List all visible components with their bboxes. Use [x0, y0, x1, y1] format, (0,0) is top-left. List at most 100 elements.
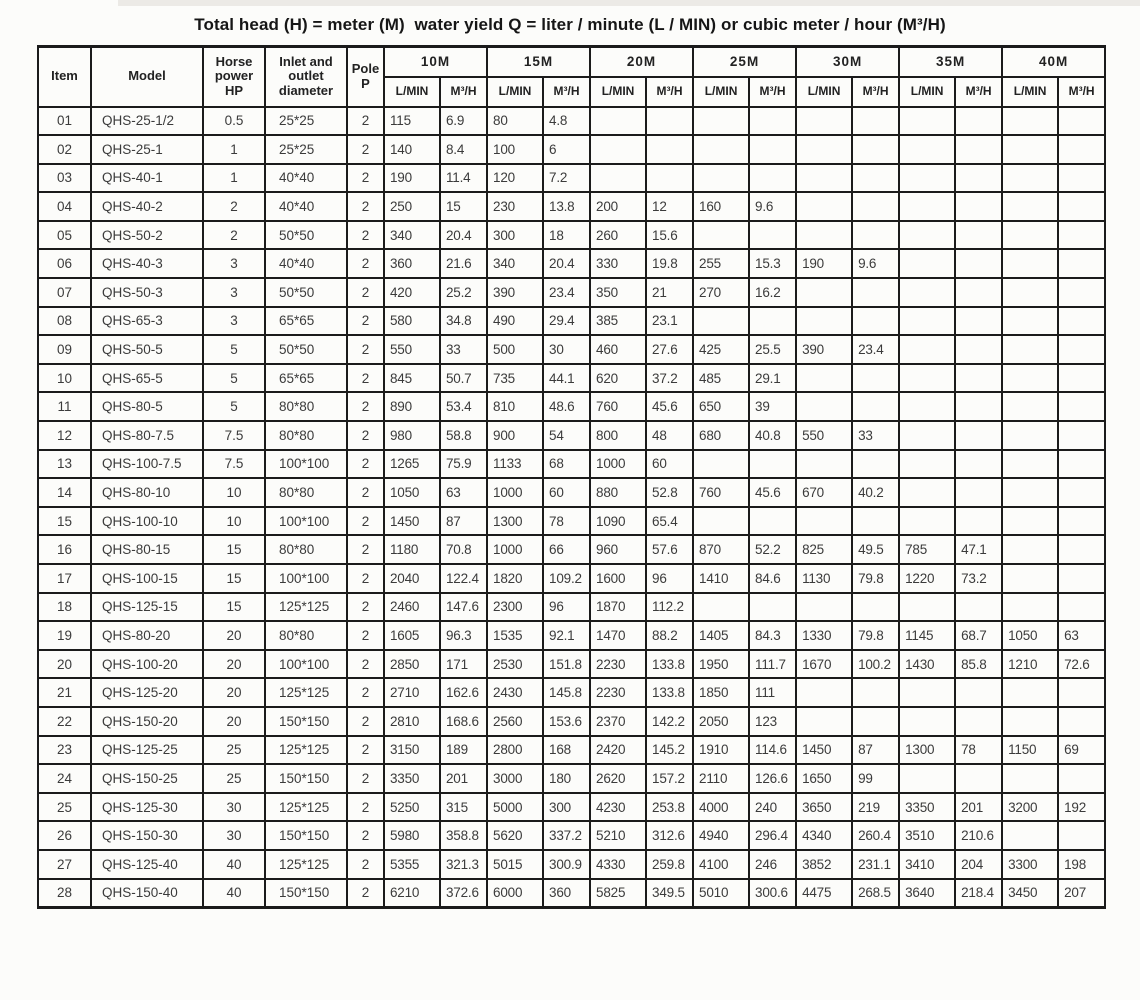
- cell-lmin-35m: 785: [898, 534, 957, 565]
- cell-m3h-35m: [954, 391, 1004, 423]
- cell-lmin-15m: 340: [486, 248, 545, 280]
- unit-header-lmin: L/MIN: [589, 75, 648, 108]
- cell-m3h-10m: 33: [438, 334, 489, 365]
- cell-m3h-25m: 9.6: [748, 191, 798, 222]
- table-row: 13 QHS-100-7.5 7.5 100*100 2 1265 75.9 1…: [37, 448, 1107, 480]
- cell-m3h-25m: 84.6: [748, 563, 798, 594]
- cell-lmin-30m: 825: [795, 534, 854, 565]
- cell-m3h-35m: 85.8: [954, 648, 1004, 680]
- cell-m3h-10m: 34.8: [438, 305, 489, 337]
- col-header-head-25m: 25M: [692, 45, 798, 78]
- cell-m3h-20m: 133.8: [645, 677, 695, 708]
- cell-lmin-15m: 735: [486, 362, 545, 394]
- cell-lmin-10m: 980: [383, 420, 441, 451]
- cell-item: 16: [37, 534, 92, 565]
- cell-diameter: 25*25: [264, 134, 348, 165]
- cell-lmin-35m: [898, 191, 957, 222]
- cell-lmin-15m: 1133: [486, 448, 545, 480]
- cell-model: QHS-65-5: [90, 362, 204, 394]
- cell-m3h-25m: [748, 134, 798, 165]
- cell-lmin-30m: 4475: [795, 877, 854, 909]
- cell-m3h-25m: [748, 162, 798, 194]
- cell-lmin-30m: [795, 219, 854, 251]
- cell-lmin-35m: 1300: [898, 734, 957, 766]
- cell-lmin-35m: [898, 677, 957, 708]
- cell-lmin-35m: [898, 705, 957, 737]
- cell-lmin-25m: 1410: [692, 563, 751, 594]
- cell-m3h-20m: 253.8: [645, 791, 695, 823]
- cell-lmin-30m: 3852: [795, 848, 854, 880]
- cell-lmin-25m: [692, 105, 751, 137]
- cell-m3h-15m: 96: [542, 591, 592, 623]
- cell-lmin-20m: 4330: [589, 848, 648, 880]
- pump-spec-table: Item Model Horse power HP Inlet and outl…: [37, 45, 1107, 909]
- cell-pole: 2: [346, 219, 385, 251]
- cell-lmin-20m: 350: [589, 277, 648, 308]
- cell-item: 14: [37, 477, 92, 508]
- cell-m3h-30m: [851, 162, 901, 194]
- cell-model: QHS-40-2: [90, 191, 204, 222]
- cell-lmin-10m: 550: [383, 334, 441, 365]
- col-header-head-20m: 20M: [589, 45, 695, 78]
- cell-lmin-20m: 880: [589, 477, 648, 508]
- cell-pole: 2: [346, 648, 385, 680]
- cell-lmin-25m: 1910: [692, 734, 751, 766]
- cell-horsepower: 7.5: [202, 420, 266, 451]
- cell-diameter: 65*65: [264, 362, 348, 394]
- cell-lmin-25m: 2110: [692, 763, 751, 794]
- cell-m3h-10m: 70.8: [438, 534, 489, 565]
- cell-item: 07: [37, 277, 92, 308]
- cell-lmin-35m: 3510: [898, 820, 957, 851]
- cell-horsepower: 5: [202, 391, 266, 423]
- cell-m3h-15m: 18: [542, 219, 592, 251]
- cell-item: 13: [37, 448, 92, 480]
- cell-m3h-10m: 168.6: [438, 705, 489, 737]
- cell-pole: 2: [346, 134, 385, 165]
- unit-header-m3h: M³/H: [645, 75, 695, 108]
- cell-lmin-40m: [1001, 391, 1060, 423]
- cell-lmin-30m: [795, 705, 854, 737]
- col-header-head-35m: 35M: [898, 45, 1004, 78]
- cell-m3h-30m: [851, 134, 901, 165]
- cell-diameter: 100*100: [264, 505, 348, 537]
- cell-pole: 2: [346, 362, 385, 394]
- cell-lmin-30m: 1670: [795, 648, 854, 680]
- cell-lmin-10m: 5250: [383, 791, 441, 823]
- cell-lmin-35m: [898, 305, 957, 337]
- table-row: 09 QHS-50-5 5 50*50 2 550 33 500 30 460 …: [37, 334, 1107, 365]
- cell-diameter: 125*125: [264, 591, 348, 623]
- cell-m3h-10m: 53.4: [438, 391, 489, 423]
- cell-m3h-15m: 54: [542, 420, 592, 451]
- cell-diameter: 125*125: [264, 677, 348, 708]
- unit-header-m3h: M³/H: [438, 75, 489, 108]
- cell-pole: 2: [346, 248, 385, 280]
- cell-lmin-15m: 5015: [486, 848, 545, 880]
- cell-lmin-35m: 3350: [898, 791, 957, 823]
- cell-m3h-35m: 210.6: [954, 820, 1004, 851]
- cell-m3h-40m: [1057, 477, 1107, 508]
- cell-m3h-25m: 300.6: [748, 877, 798, 909]
- cell-lmin-15m: 230: [486, 191, 545, 222]
- cell-lmin-20m: 620: [589, 362, 648, 394]
- cell-lmin-15m: 2800: [486, 734, 545, 766]
- cell-lmin-35m: [898, 420, 957, 451]
- cell-lmin-15m: 490: [486, 305, 545, 337]
- cell-diameter: 150*150: [264, 877, 348, 909]
- cell-pole: 2: [346, 591, 385, 623]
- cell-m3h-25m: 40.8: [748, 420, 798, 451]
- cell-pole: 2: [346, 420, 385, 451]
- cell-m3h-30m: [851, 505, 901, 537]
- cell-lmin-40m: [1001, 362, 1060, 394]
- cell-lmin-15m: 1000: [486, 477, 545, 508]
- cell-lmin-10m: 2810: [383, 705, 441, 737]
- cell-horsepower: 15: [202, 591, 266, 623]
- cell-lmin-20m: 960: [589, 534, 648, 565]
- cell-lmin-20m: 2370: [589, 705, 648, 737]
- cell-lmin-15m: 120: [486, 162, 545, 194]
- cell-lmin-25m: [692, 448, 751, 480]
- cell-pole: 2: [346, 505, 385, 537]
- cell-lmin-35m: [898, 477, 957, 508]
- col-header-item: Item: [37, 45, 92, 108]
- cell-m3h-15m: 23.4: [542, 277, 592, 308]
- cell-model: QHS-50-5: [90, 334, 204, 365]
